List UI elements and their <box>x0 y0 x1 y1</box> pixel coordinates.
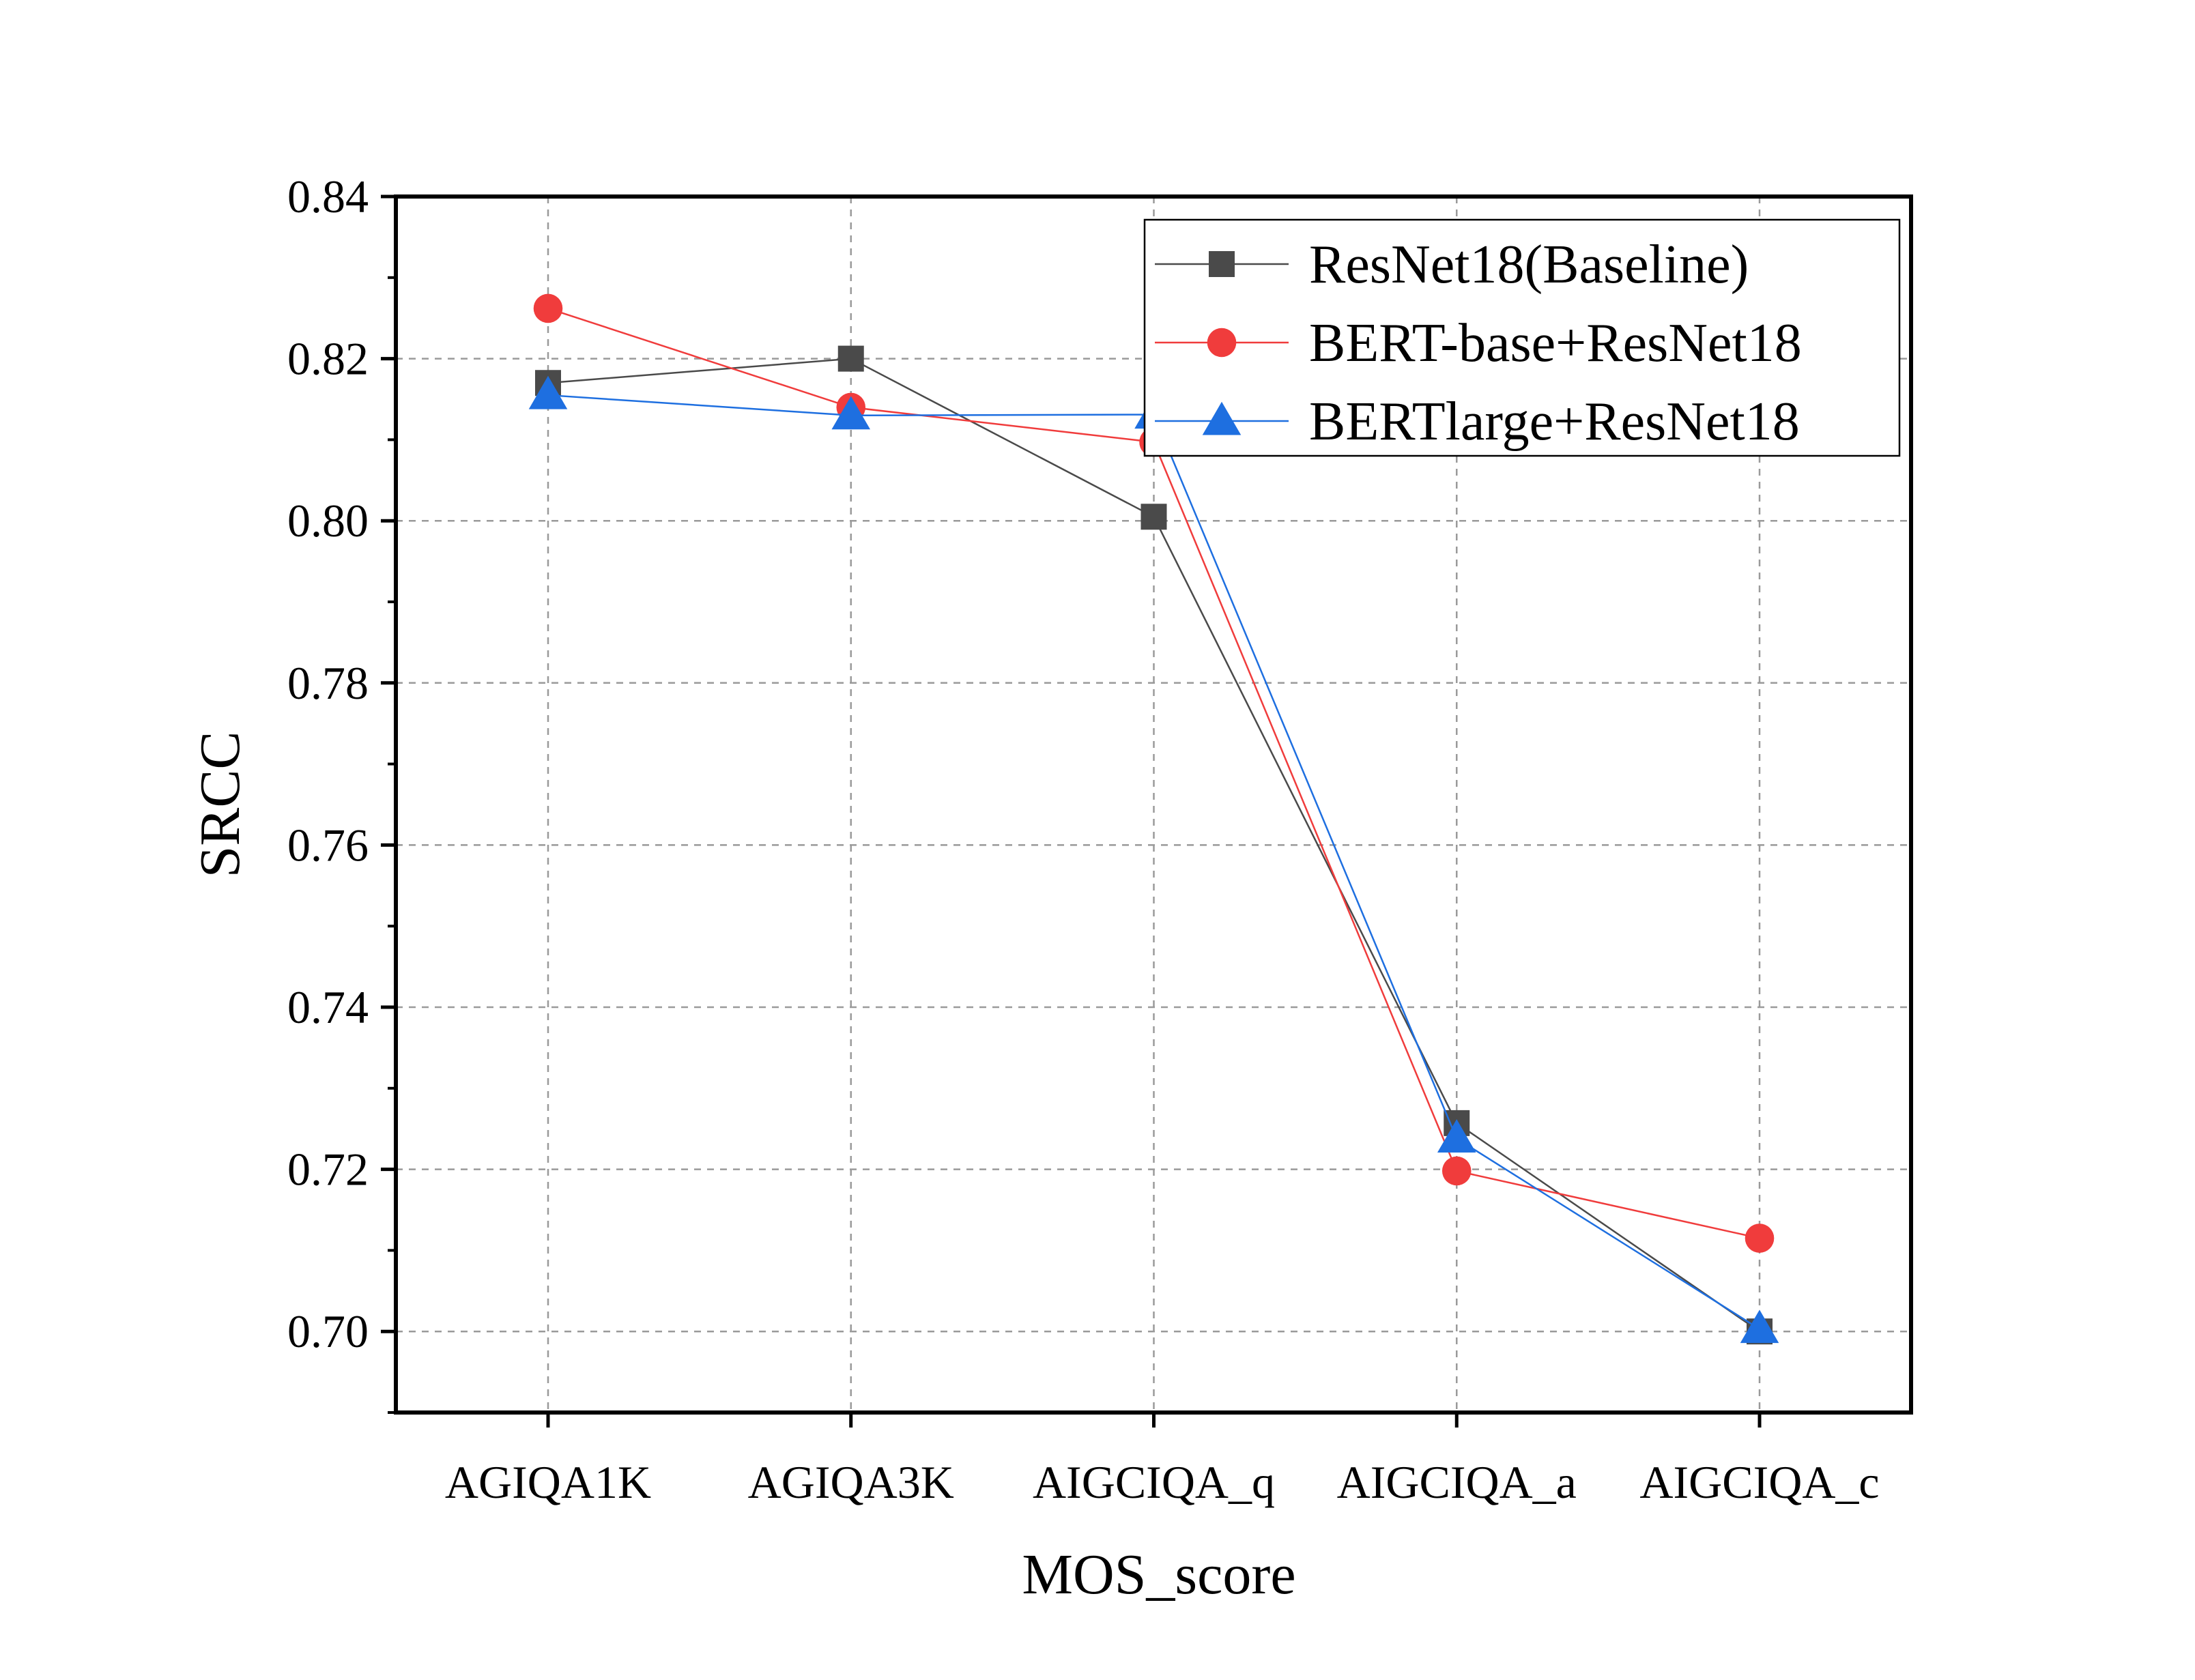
data-point-circle <box>1441 1156 1472 1186</box>
data-point-triangle <box>1740 1309 1779 1344</box>
x-tick-label: AGIQA3K <box>748 1456 954 1508</box>
legend-box <box>1143 218 1901 457</box>
x-tick-label: AGIQA1K <box>445 1456 651 1508</box>
data-point-circle <box>533 293 563 323</box>
data-point-triangle <box>831 396 871 430</box>
data-point-circle <box>1745 1223 1775 1253</box>
y-tick-label: 0.70 <box>287 1305 369 1357</box>
data-point-triangle <box>1437 1119 1476 1153</box>
data-point-square <box>1140 504 1167 530</box>
y-tick-label: 0.82 <box>287 333 369 385</box>
x-tick-label: AIGCIQA_q <box>1033 1456 1275 1508</box>
y-tick-label: 0.80 <box>287 495 369 547</box>
axes: 0.70 0.72 0.74 0.76 0.78 0.80 0.82 0.84 AGIQA1K A… <box>287 171 1880 1508</box>
legend-label: BERTlarge+ResNet18 <box>1309 392 1800 452</box>
x-tick-label: AIGCIQA_c <box>1639 1456 1879 1508</box>
data-point-square <box>837 345 864 372</box>
x-tick-label: AIGCIQA_a <box>1337 1456 1577 1508</box>
legend-marker-circle <box>1207 328 1237 358</box>
x-axis-title: MOS_score <box>1022 1543 1295 1606</box>
y-tick-label: 0.78 <box>287 657 369 709</box>
y-tick-label: 0.72 <box>287 1144 369 1196</box>
legend-label: BERT-base+ResNet18 <box>1309 313 1802 373</box>
y-tick-label: 0.74 <box>287 981 369 1033</box>
legend-marker-triangle <box>1202 401 1242 435</box>
y-axis-title: SRCC <box>188 732 252 878</box>
legend-label: ResNet18(Baseline) <box>1309 235 1749 295</box>
legend-marker-square <box>1209 251 1235 277</box>
data-point-triangle <box>528 375 568 409</box>
y-tick-label: 0.84 <box>287 171 369 222</box>
legend: ResNet18(Baseline) BERT-base+ResNet18 BERT… <box>1143 218 1901 457</box>
y-tick-label: 0.76 <box>287 819 369 871</box>
